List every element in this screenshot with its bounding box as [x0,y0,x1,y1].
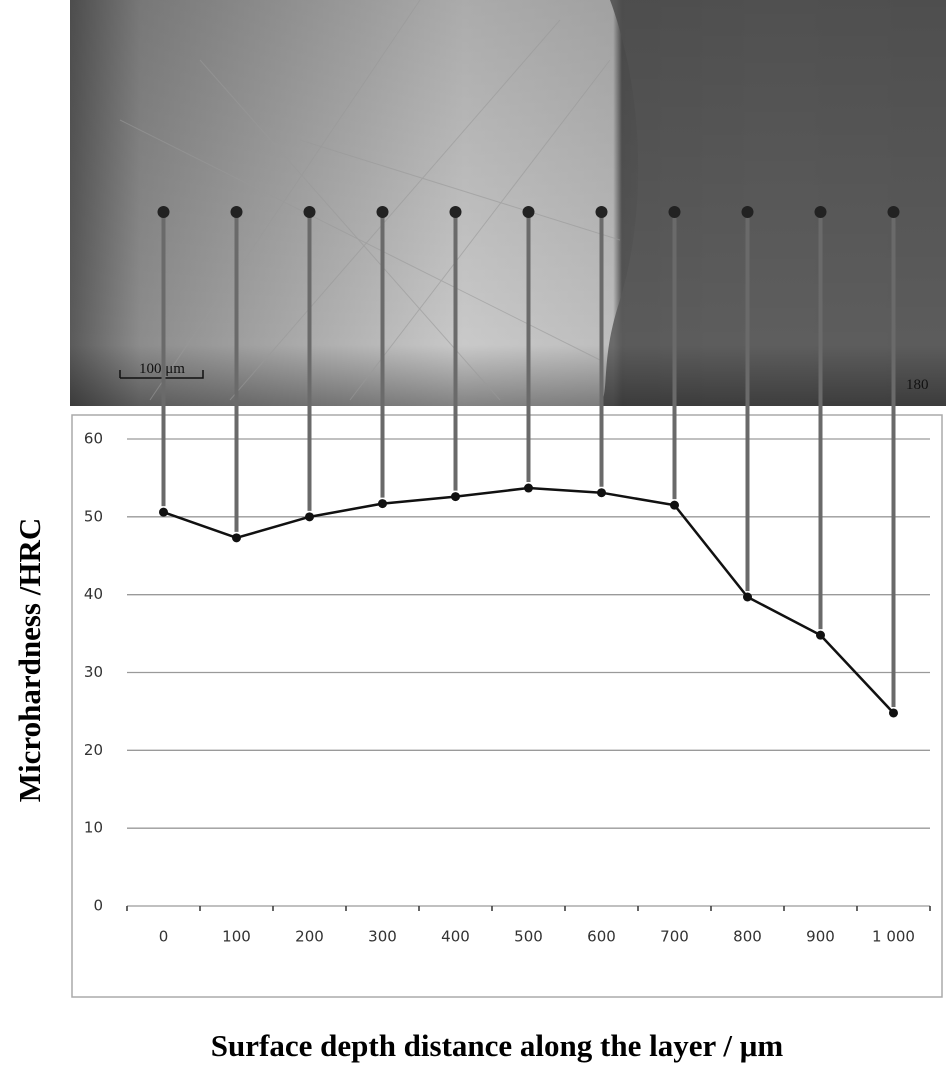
scratches [119,0,621,401]
x-tick-label: 500 [514,928,543,946]
indent-dot [449,206,462,218]
indent-dot [376,206,389,218]
y-tick-label: 10 [84,819,103,837]
plot-frame [71,414,943,998]
scale-bar [119,370,204,379]
indent-dot [668,206,681,218]
indent-dot [522,206,535,218]
data-point [378,499,387,509]
y-axis-title: Microhardness /HRC [12,518,47,802]
indent-dot [157,206,170,218]
micrograph: 100 μm 180 [70,0,946,406]
x-tick-label: 100 [222,928,251,946]
indent-dot [887,206,900,218]
micrograph-label: 180 [906,377,929,393]
y-tick-label: 50 [84,507,103,525]
data-point [597,488,606,498]
data-point [889,708,898,718]
y-tick-label: 30 [84,663,103,681]
indent-dot [230,206,243,218]
indent-dot [303,206,316,218]
x-tick-label: 1 000 [872,928,915,946]
y-tick-label: 40 [84,585,103,603]
x-tick-label: 400 [441,928,470,946]
data-point [451,492,460,502]
data-point [743,592,752,602]
x-tick-label: 600 [587,928,616,946]
x-tick-label: 0 [159,928,169,946]
x-tick-label: 300 [368,928,397,946]
indent-dot [741,206,754,218]
y-tick-label: 20 [84,741,103,759]
micrograph-shade [70,0,946,406]
x-tick-label: 200 [295,928,324,946]
x-tick-label: 800 [733,928,762,946]
data-point [305,512,314,522]
data-point [159,507,168,517]
data-point [524,483,533,493]
data-point [232,533,241,543]
data-point [816,630,825,640]
y-tick-label: 60 [84,430,103,448]
x-axis-title: Surface depth distance along the layer /… [211,1028,784,1063]
x-tick-label: 900 [806,928,835,946]
indent-dot [595,206,608,218]
x-tick-label: 700 [660,928,689,946]
data-point [670,500,679,510]
y-tick-label: 0 [93,897,103,915]
indent-dot [814,206,827,218]
